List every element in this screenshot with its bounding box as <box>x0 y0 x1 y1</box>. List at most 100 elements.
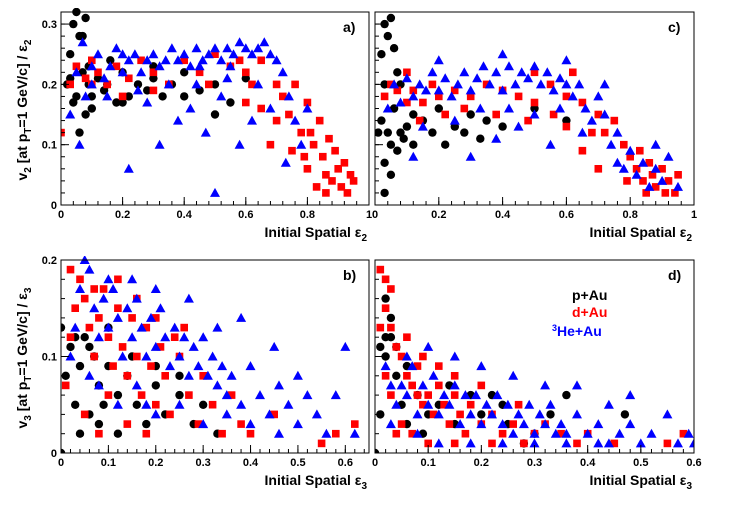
point-dau-a-18 <box>272 80 281 89</box>
x-tick-label-d-2: 0.2 <box>474 457 489 469</box>
point-heau-c-42 <box>650 163 661 173</box>
point-heau-d-29 <box>534 409 545 419</box>
point-dau-b-6 <box>90 352 98 361</box>
point-dau-b-38 <box>104 391 113 399</box>
point-heau-b-34 <box>226 370 237 380</box>
point-pau-c-25 <box>380 80 389 89</box>
point-dau-a-40 <box>266 140 275 149</box>
point-heau-a-59 <box>133 85 143 95</box>
legend-entry-heau: 3He+Au <box>552 323 602 339</box>
point-dau-b-9 <box>104 333 113 341</box>
legend-entry-dau: d+Au <box>572 304 607 320</box>
point-dau-d-37 <box>403 333 411 341</box>
point-heau-b-4 <box>84 264 95 274</box>
point-heau-d-54 <box>423 341 434 351</box>
x-tick-label-d-6: 0.6 <box>686 457 701 469</box>
point-heau-b-61 <box>245 419 256 429</box>
point-pau-c-30 <box>460 128 469 137</box>
point-dau-d-32 <box>408 429 416 438</box>
x-tick-label-b-0: 0 <box>58 457 64 469</box>
point-pau-c-2 <box>383 31 392 41</box>
point-heau-b-32 <box>217 361 228 371</box>
point-dau-b-31 <box>246 429 255 438</box>
point-dau-c-33 <box>588 128 596 137</box>
point-heau-d-41 <box>635 438 646 448</box>
point-pau-b-5 <box>80 333 89 342</box>
point-dau-c-3 <box>403 98 411 107</box>
point-pau-a-25 <box>75 128 84 137</box>
point-heau-c-14 <box>472 73 483 83</box>
point-dau-a-22 <box>297 128 305 137</box>
point-dau-d-0 <box>376 265 385 274</box>
point-heau-a-6 <box>99 73 110 83</box>
point-heau-d-48 <box>603 399 614 409</box>
point-dau-d-15 <box>445 420 454 428</box>
point-heau-a-62 <box>225 61 236 71</box>
point-heau-d-55 <box>401 351 412 361</box>
point-heau-b-14 <box>131 293 142 303</box>
point-heau-b-2 <box>75 284 85 293</box>
point-heau-b-37 <box>255 390 265 400</box>
point-pau-a-14 <box>124 92 133 101</box>
point-heau-a-53 <box>86 79 97 89</box>
point-heau-a-37 <box>290 115 301 125</box>
point-heau-d-45 <box>683 428 694 438</box>
point-pau-c-7 <box>383 128 392 137</box>
x-tick-label-a-0: 0 <box>58 209 64 221</box>
point-heau-a-23 <box>203 49 214 59</box>
point-pau-c-6 <box>377 116 386 125</box>
y-tick-label-a-2: 0.2 <box>42 79 57 91</box>
point-dau-d-10 <box>419 400 427 409</box>
point-heau-d-44 <box>673 438 683 448</box>
point-dau-a-48 <box>118 92 127 101</box>
point-dau-d-3 <box>381 304 390 312</box>
point-pau-c-31 <box>476 134 485 143</box>
point-dau-a-23 <box>303 98 312 107</box>
point-pau-a-26 <box>81 110 90 119</box>
point-heau-b-5 <box>89 303 100 313</box>
point-heau-b-29 <box>202 370 213 380</box>
point-heau-d-8 <box>423 399 434 409</box>
point-dau-a-42 <box>300 152 309 161</box>
panel-a: 0 0.2 0.4 0.6 0.8 1 0 0.1 0.2 0.3 a) Initial Spatia… <box>42 8 372 244</box>
point-dau-a-38 <box>312 183 321 191</box>
point-dau-b-13 <box>123 372 132 380</box>
point-heau-b-60 <box>221 409 232 419</box>
point-heau-d-38 <box>603 438 614 448</box>
point-dau-c-30 <box>674 171 682 179</box>
point-heau-d-60 <box>561 438 572 448</box>
point-dau-b-16 <box>137 391 146 399</box>
point-heau-a-10 <box>123 55 134 65</box>
point-pau-c-20 <box>466 110 475 119</box>
point-heau-a-26 <box>222 43 233 53</box>
point-heau-c-25 <box>542 67 553 77</box>
point-dau-d-42 <box>477 381 486 390</box>
point-heau-c-50 <box>577 127 588 137</box>
point-dau-a-49 <box>149 86 158 95</box>
point-heau-b-47 <box>269 341 280 351</box>
point-heau-d-46 <box>689 438 694 448</box>
point-heau-d-47 <box>625 390 636 400</box>
point-dau-a-33 <box>340 159 349 167</box>
point-heau-b-6 <box>93 332 104 342</box>
x-tick-label-c-5: 1 <box>691 209 697 221</box>
point-heau-a-13 <box>142 55 153 65</box>
point-pau-b-26 <box>85 342 94 352</box>
x-tick-label-c-3: 0.6 <box>559 209 574 221</box>
point-heau-b-15 <box>136 322 147 332</box>
point-dau-d-14 <box>440 400 448 409</box>
point-dau-c-45 <box>645 159 654 167</box>
point-heau-c-47 <box>491 133 502 143</box>
point-dau-b-36 <box>80 410 89 419</box>
point-heau-c-19 <box>504 61 514 71</box>
point-heau-d-33 <box>556 419 567 429</box>
point-heau-c-53 <box>417 121 428 131</box>
point-dau-a-26 <box>319 152 327 161</box>
x-tick-label-d-0: 0 <box>372 457 378 469</box>
point-dau-a-36 <box>349 177 358 185</box>
point-heau-a-41 <box>123 163 134 173</box>
panel-c: 0 0.2 0.4 0.6 0.8 1 c) Initial Spatial ε2 <box>372 11 697 244</box>
point-heau-b-35 <box>236 399 247 409</box>
point-dau-c-6 <box>428 80 437 89</box>
point-pau-c-23 <box>530 104 539 113</box>
